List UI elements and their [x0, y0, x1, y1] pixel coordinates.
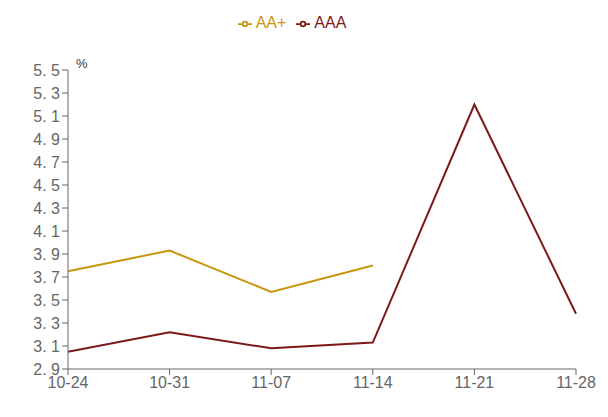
svg-text:4. 5: 4. 5	[33, 177, 60, 194]
html-text:AAA: AAA	[314, 14, 347, 31]
svg-text:3. 1: 3. 1	[33, 338, 60, 355]
svg-text:4. 3: 4. 3	[33, 200, 60, 217]
svg-text:3. 3: 3. 3	[33, 315, 60, 332]
svg-text:3. 5: 3. 5	[33, 292, 60, 309]
svg-text:11-07: 11-07	[251, 374, 291, 391]
svg-text:3. 9: 3. 9	[33, 246, 60, 263]
html-text:AA+: AA+	[255, 14, 287, 31]
svg-text:5. 1: 5. 1	[33, 108, 60, 125]
svg-text:11-14: 11-14	[353, 374, 393, 391]
svg-text:10-31: 10-31	[149, 374, 190, 391]
svg-text:5. 3: 5. 3	[33, 85, 60, 102]
svg-text:11-21: 11-21	[455, 374, 495, 391]
svg-text:4. 7: 4. 7	[33, 154, 60, 171]
svg-text:2. 9: 2. 9	[33, 361, 60, 378]
svg-text:10-24: 10-24	[47, 374, 89, 392]
svg-text:4. 1: 4. 1	[33, 223, 60, 240]
svg-text:11-28: 11-28	[556, 374, 596, 391]
svg-text:3. 7: 3. 7	[33, 269, 60, 286]
svg-text:4. 9: 4. 9	[33, 131, 60, 148]
svg-text:5. 5: 5. 5	[33, 62, 60, 79]
